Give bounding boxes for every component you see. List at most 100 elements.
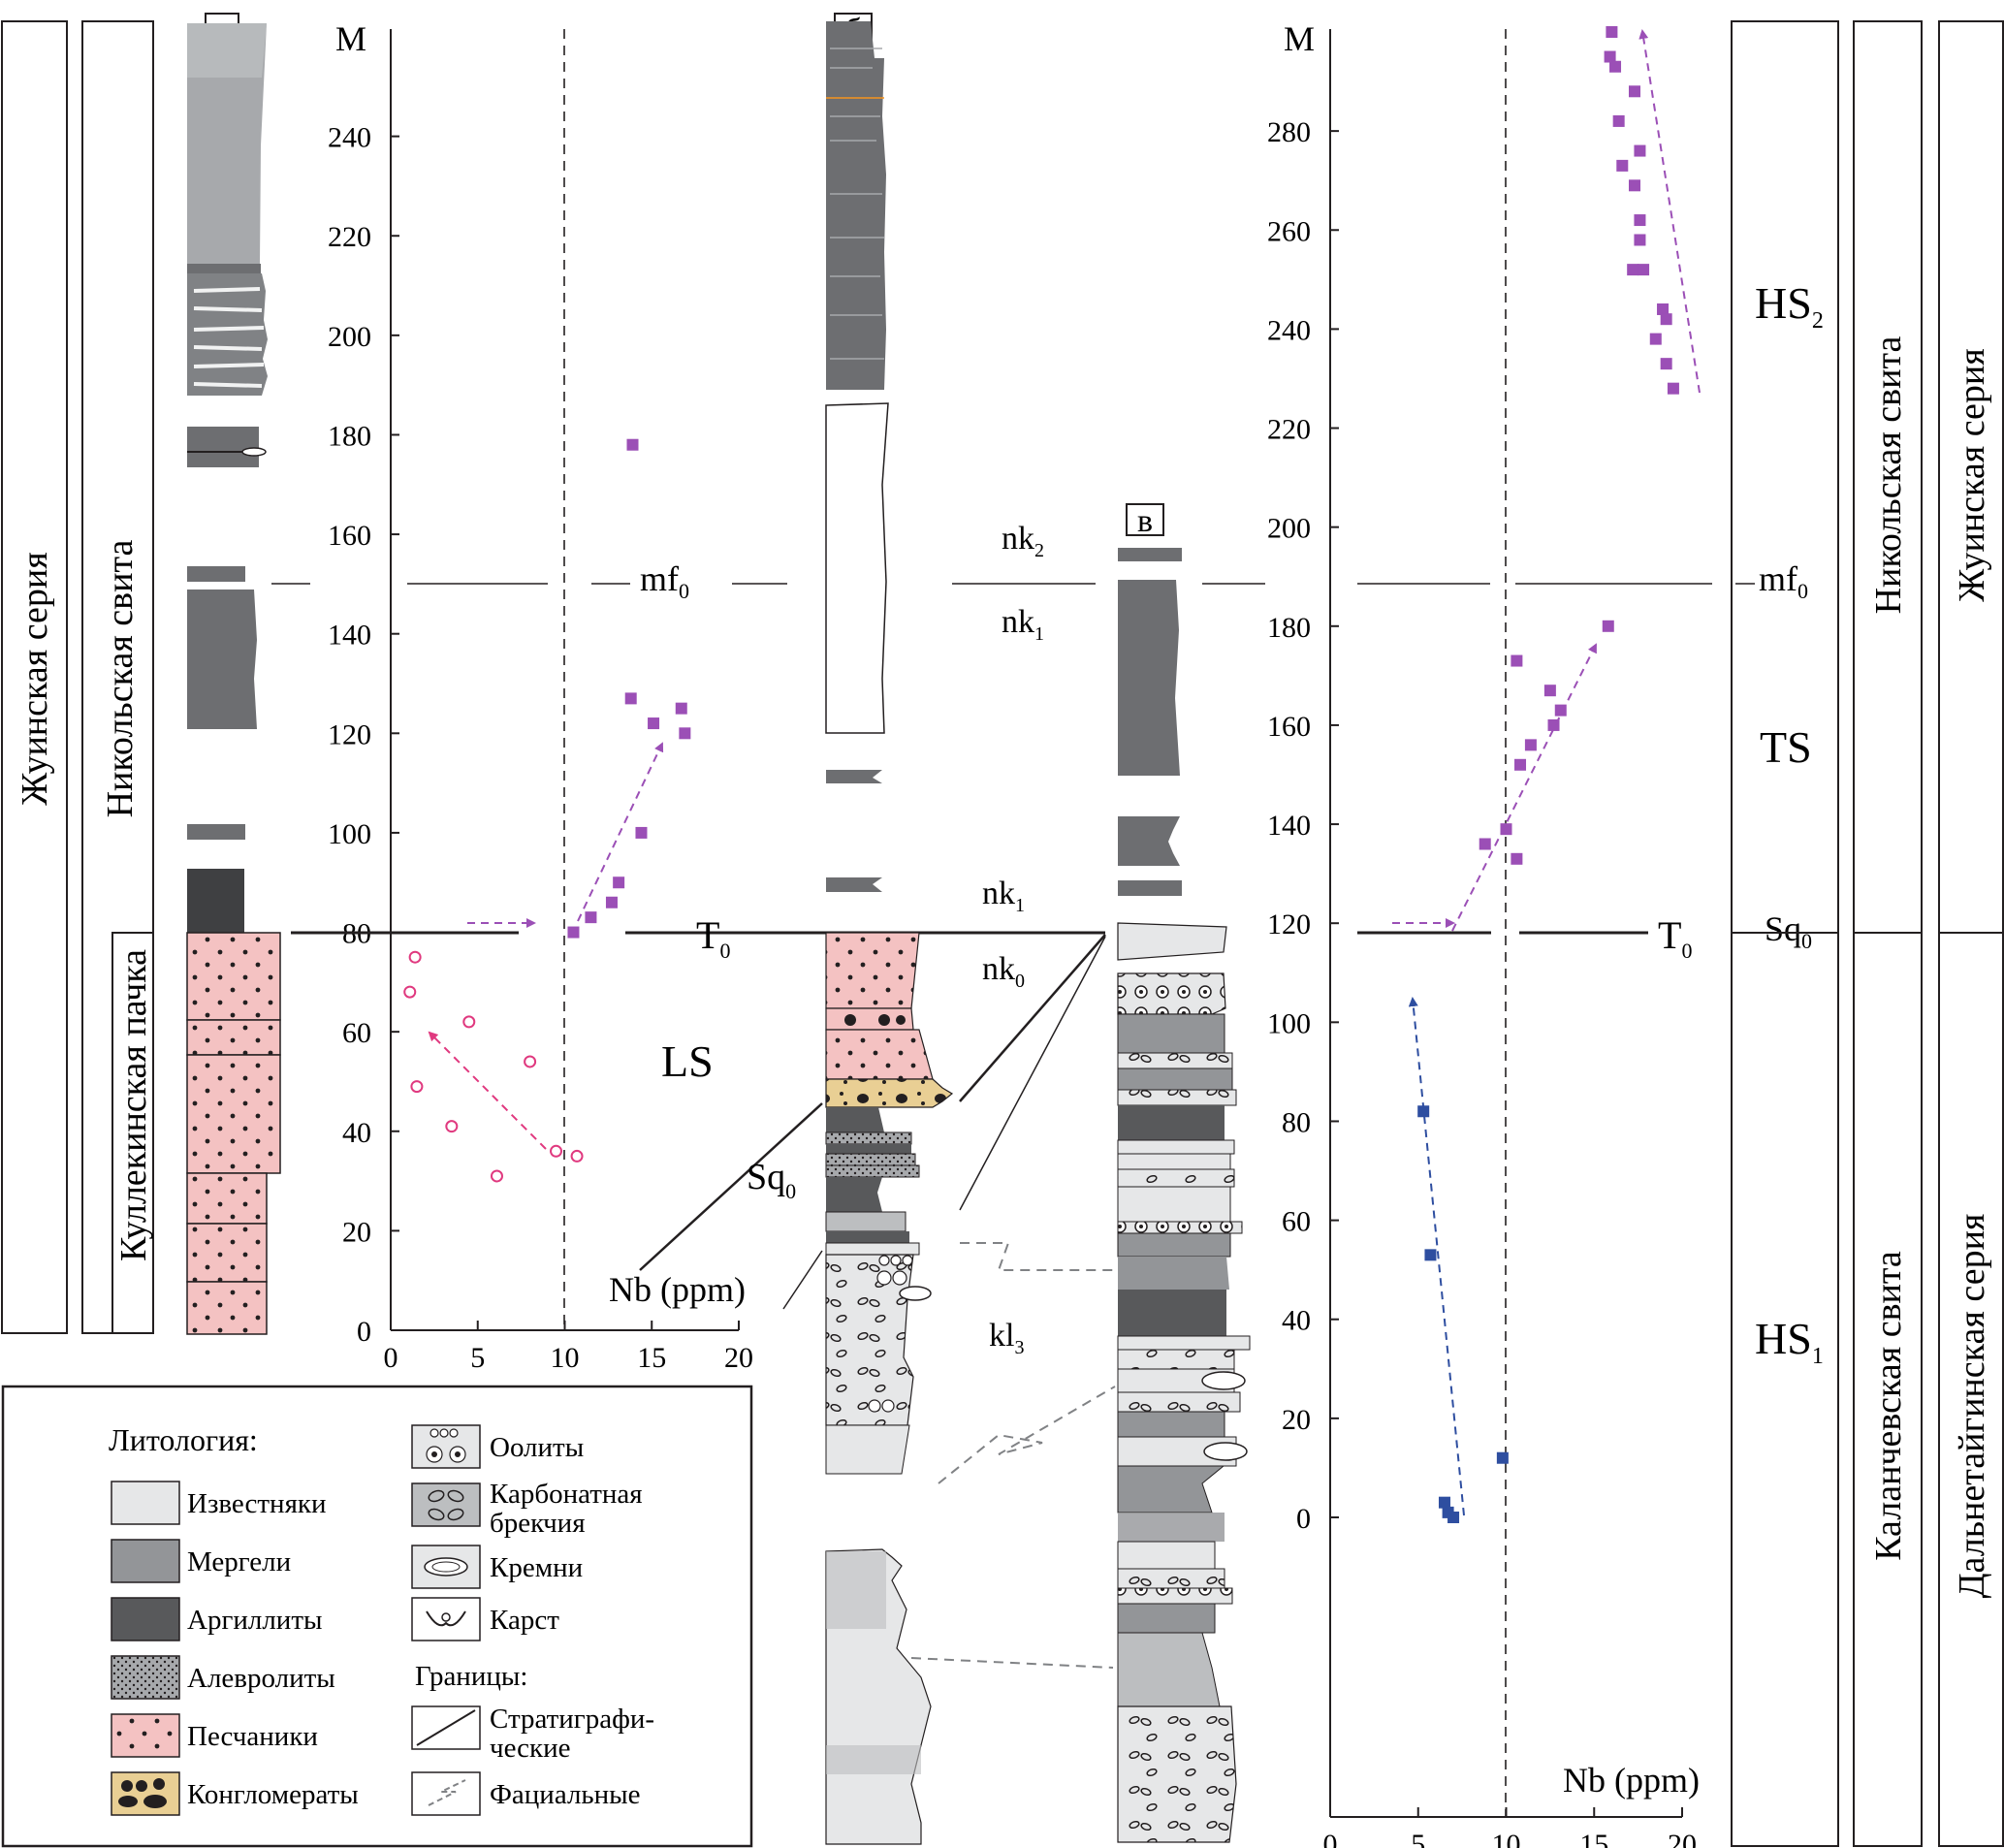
boundary-lines bbox=[271, 583, 1755, 935]
legend-swatch-argillite bbox=[111, 1597, 180, 1641]
column-a-lithology: а bbox=[186, 13, 281, 1335]
unit-kl3: kl3 bbox=[989, 1318, 1024, 1358]
y-tick-label: 220 bbox=[1267, 414, 1311, 446]
data-point-square bbox=[567, 926, 580, 939]
data-point-square bbox=[1479, 838, 1491, 850]
mf0-right-label: mf0 bbox=[1759, 559, 1808, 603]
unit-nk1-lower: nk1 bbox=[982, 876, 1025, 916]
data-point-open bbox=[408, 950, 422, 964]
frame-suite-label: Никольская свита bbox=[100, 539, 141, 817]
y-tick-label: 160 bbox=[1267, 711, 1311, 743]
right-depth-unit: М bbox=[1284, 19, 1315, 58]
right-stratigraphic-frames: Никольская свита Каланчевская свита Жуин… bbox=[1731, 20, 2004, 1847]
right-x-label: Nb (ppm) bbox=[1563, 1761, 1700, 1800]
data-point-square bbox=[635, 826, 648, 839]
legend-facies: Фациальные bbox=[490, 1779, 641, 1810]
t0-right-label: T0 bbox=[1658, 913, 1692, 963]
unit-labels: nk2 nk1 nk1 nk0 kl3 Sq0 Nb (ppm) bbox=[609, 521, 1044, 1358]
unit-nk0: nk0 bbox=[982, 951, 1025, 992]
data-point-open bbox=[462, 1015, 476, 1029]
data-point-square bbox=[1638, 264, 1650, 276]
data-point-square bbox=[1628, 85, 1640, 98]
left-stratigraphic-frames: Жуинская серия Никольская свита Куллекин… bbox=[1, 20, 154, 1334]
y-tick-label: 0 bbox=[357, 1316, 371, 1348]
data-point-square bbox=[613, 876, 625, 889]
legend-swatch-sandstone bbox=[111, 1713, 180, 1758]
legend-siltstone: Алевролиты bbox=[187, 1663, 335, 1694]
data-point-square bbox=[679, 727, 691, 740]
y-tick-label: 180 bbox=[1267, 612, 1311, 644]
data-point-square bbox=[585, 911, 597, 924]
y-tick-label: 260 bbox=[1267, 215, 1311, 247]
data-point-square bbox=[1612, 114, 1625, 127]
legend-sandstone: Песчаники bbox=[187, 1721, 318, 1752]
data-point-square bbox=[1511, 654, 1523, 667]
data-point-square bbox=[1634, 234, 1646, 246]
legend-marl: Мергели bbox=[187, 1546, 291, 1577]
y-tick-label: 80 bbox=[1282, 1106, 1311, 1138]
unit-sq0-left: Sq0 bbox=[747, 1157, 796, 1203]
y-tick-label: 280 bbox=[1267, 116, 1311, 148]
right-blue-trend-arrow bbox=[1408, 997, 1465, 1516]
column-v-label: в bbox=[1137, 503, 1153, 539]
y-tick-label: 200 bbox=[1267, 513, 1311, 545]
legend-swatch-facies bbox=[411, 1771, 481, 1816]
y-tick-label: 20 bbox=[1282, 1404, 1311, 1436]
data-point-square bbox=[1649, 333, 1662, 345]
legend-breccia-line1: Карбонатная bbox=[490, 1479, 643, 1510]
data-point-square bbox=[1417, 1105, 1430, 1118]
y-tick-label: 40 bbox=[342, 1117, 371, 1149]
data-point-square bbox=[648, 717, 660, 730]
x-tick-label: 10 bbox=[1492, 1829, 1521, 1848]
legend-argillite: Аргиллиты bbox=[187, 1605, 322, 1636]
data-point-square bbox=[1543, 685, 1556, 697]
data-point-open bbox=[403, 985, 417, 999]
left-depth-unit: М bbox=[335, 19, 366, 58]
y-tick-label: 120 bbox=[1267, 908, 1311, 940]
data-point-square bbox=[675, 702, 687, 715]
mf0-left-label: mf0 bbox=[640, 559, 689, 603]
data-point-square bbox=[1511, 852, 1523, 865]
legend-swatch-karst bbox=[411, 1597, 481, 1641]
y-tick-label: 220 bbox=[328, 221, 371, 253]
legend-swatch-breccia bbox=[411, 1482, 481, 1527]
legend-swatch-marl bbox=[111, 1539, 180, 1583]
legend-lithology-title: Литология: bbox=[109, 1422, 258, 1457]
unit-nk2: nk2 bbox=[1002, 521, 1044, 561]
data-point-square bbox=[1634, 144, 1646, 157]
t0-left-label: T0 bbox=[696, 913, 730, 963]
tract-ls: LS bbox=[661, 1036, 714, 1086]
data-point-square bbox=[1524, 739, 1537, 751]
column-b-lithology: б bbox=[825, 13, 954, 1845]
data-point-open bbox=[410, 1080, 424, 1094]
y-tick-label: 60 bbox=[342, 1017, 371, 1049]
legend-chert: Кремни bbox=[490, 1552, 583, 1583]
legend-box: Литология: Известняки Мергели Аргиллиты … bbox=[1, 1385, 753, 1848]
data-point-open bbox=[524, 1055, 537, 1068]
legend-strat-line1: Стратиграфи- bbox=[490, 1704, 654, 1735]
x-tick-label: 0 bbox=[384, 1342, 398, 1374]
x-tick-label: 15 bbox=[1579, 1829, 1608, 1848]
sq0-right-label: Sq0 bbox=[1765, 909, 1812, 953]
data-point-square bbox=[1514, 758, 1527, 771]
y-tick-label: 240 bbox=[328, 122, 371, 154]
y-tick-label: 100 bbox=[328, 818, 371, 850]
right-upper-trend-arrow bbox=[1638, 29, 1701, 394]
left-purple-trend-arrow bbox=[577, 742, 664, 922]
legend-conglomerate: Конгломераты bbox=[187, 1779, 359, 1810]
data-point-square bbox=[1660, 313, 1672, 326]
x-tick-label: 0 bbox=[1323, 1829, 1338, 1848]
tract-ts: TS bbox=[1760, 722, 1812, 772]
column-v-lithology: в bbox=[1117, 503, 1251, 1843]
y-tick-label: 200 bbox=[328, 321, 371, 353]
data-point-square bbox=[1660, 358, 1672, 370]
right-middle-trend-arrow bbox=[1451, 643, 1597, 932]
y-tick-label: 140 bbox=[328, 620, 371, 652]
data-point-square bbox=[1424, 1249, 1437, 1261]
data-point-open bbox=[445, 1120, 459, 1133]
legend-breccia-line2: брекчия bbox=[490, 1508, 586, 1539]
x-tick-label: 5 bbox=[1411, 1829, 1425, 1848]
left-pink-trend-arrow bbox=[428, 1031, 547, 1150]
legend-boundaries-title: Границы: bbox=[415, 1661, 527, 1692]
